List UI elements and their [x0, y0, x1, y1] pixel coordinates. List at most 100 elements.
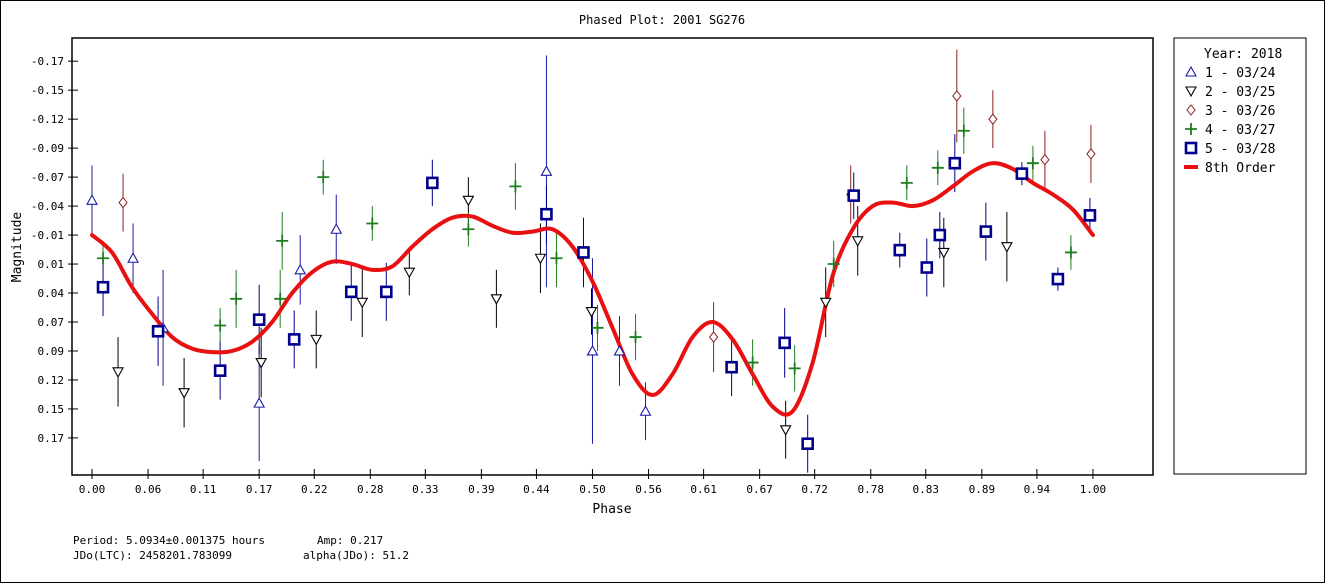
y-tick-label: 0.15 — [38, 403, 65, 416]
marker-triangle-down — [462, 195, 475, 207]
plot-border — [71, 37, 1154, 476]
marker-plus — [931, 161, 944, 174]
marker-square — [213, 364, 227, 377]
marker-square — [96, 280, 110, 294]
legend-entry-label: 5 - 03/28 — [1205, 142, 1275, 157]
marker-square — [151, 324, 165, 338]
period-readout: Period: 5.0934±0.001375 hours — [73, 534, 266, 547]
legend-entry-label: 2 - 03/25 — [1205, 85, 1275, 100]
marker-diamond — [708, 331, 719, 343]
y-tick-label: 0.12 — [38, 374, 65, 387]
marker-plus — [462, 223, 475, 236]
x-tick-label: 0.22 — [301, 483, 328, 496]
marker-diamond — [1086, 148, 1096, 160]
alpha-readout: alpha(JDo): 51.2 — [303, 549, 409, 562]
marker-square — [1083, 209, 1097, 222]
plot-area — [71, 37, 1154, 476]
legend-entry-label: 3 - 03/26 — [1205, 104, 1275, 119]
y-tick-label: -0.15 — [31, 84, 64, 97]
marker-triangle-down — [356, 297, 369, 309]
marker-plus — [276, 234, 289, 247]
marker-square — [847, 189, 861, 202]
marker-plus — [827, 258, 840, 271]
y-tick-label: 0.01 — [38, 258, 65, 271]
marker-triangle-up — [639, 405, 652, 416]
x-tick-label: 0.61 — [690, 483, 717, 496]
marker-square — [577, 246, 590, 259]
marker-triangle-down — [534, 253, 547, 265]
marker-diamond — [118, 196, 128, 209]
marker-plus — [900, 176, 913, 189]
marker-triangle-down — [819, 297, 832, 309]
chart-title: Phased Plot: 2001 SG276 — [579, 13, 745, 27]
marker-triangle-down — [178, 388, 191, 399]
y-tick-label: -0.01 — [31, 229, 64, 242]
marker-triangle-down — [403, 267, 416, 279]
x-tick-label: 0.06 — [135, 483, 162, 496]
legend-entry-label: 1 - 03/24 — [1205, 66, 1276, 81]
marker-square — [725, 360, 738, 374]
y-axis-label: Magnitude — [10, 212, 25, 283]
marker-triangle-up — [613, 344, 626, 356]
marker-square — [979, 225, 993, 238]
marker-triangle-down — [585, 307, 598, 318]
marker-plus — [957, 124, 970, 137]
x-tick-label: 0.78 — [857, 483, 884, 496]
marker-square — [252, 313, 266, 326]
marker-triangle-up — [330, 223, 343, 234]
y-tick-label: -0.04 — [31, 200, 64, 213]
marker-plus — [550, 252, 563, 265]
y-tick-label: -0.17 — [31, 55, 64, 68]
marker-diamond — [1040, 153, 1050, 166]
amplitude-readout: Amp: 0.217 — [317, 534, 384, 547]
marker-plus — [1185, 123, 1197, 135]
marker-triangle-up — [1185, 65, 1197, 77]
marker-plus — [1064, 246, 1077, 259]
legend-title: Year: 2018 — [1204, 47, 1282, 62]
marker-square — [893, 243, 907, 257]
marker-square — [1015, 167, 1029, 180]
marker-square — [948, 156, 962, 170]
fit-curve-8th-order — [90, 161, 1095, 417]
marker-square — [287, 333, 301, 346]
y-tick-label: 0.09 — [38, 345, 65, 358]
y-axis: -0.17 -0.15 -0.12 -0.09 -0.07 -0.04 -0.01 0.01 0… — [31, 55, 78, 445]
marker-plus — [366, 217, 379, 230]
marker-square — [379, 285, 393, 299]
x-axis-label: Phase — [592, 502, 631, 517]
y-tick-label: -0.09 — [31, 142, 64, 155]
x-tick-label: 0.72 — [801, 483, 828, 496]
marker-square — [540, 207, 553, 221]
marker-triangle-down — [937, 247, 950, 259]
marker-triangle-down — [1185, 86, 1197, 98]
marker-plus — [317, 171, 330, 184]
x-tick-label: 0.44 — [523, 483, 550, 496]
marker-triangle-up — [253, 397, 266, 408]
marker-plus — [1026, 157, 1039, 170]
legend-entry-label: 4 - 03/27 — [1205, 123, 1275, 138]
marker-plus — [97, 252, 110, 265]
marker-triangle-up — [294, 263, 307, 275]
marker-diamond — [988, 113, 998, 125]
marker-triangle-up — [586, 344, 599, 356]
legend: Year: 2018 1 - 03/24 2 - 03/25 3 - 03/26 4 … — [1173, 37, 1307, 475]
x-tick-label: 0.94 — [1024, 483, 1051, 496]
marker-diamond — [952, 90, 962, 102]
x-tick-label: 1.00 — [1080, 483, 1107, 496]
marker-plus — [746, 356, 759, 369]
y-tick-label: 0.17 — [38, 432, 65, 445]
marker-triangle-up — [86, 194, 98, 205]
x-tick-label: 0.39 — [468, 483, 495, 496]
marker-plus — [214, 319, 227, 332]
jdo-readout: JDo(LTC): 2458201.783099 — [73, 549, 232, 562]
y-tick-label: 0.07 — [38, 316, 65, 329]
marker-square — [801, 437, 814, 451]
marker-triangle-down — [310, 334, 323, 346]
x-tick-label: 0.00 — [79, 483, 106, 496]
x-tick-label: 0.56 — [635, 483, 662, 496]
marker-square — [344, 285, 358, 299]
marker-triangle-up — [540, 165, 553, 176]
y-tick-label: -0.12 — [31, 113, 64, 126]
x-tick-label: 0.28 — [357, 483, 384, 496]
marker-square — [426, 176, 439, 190]
